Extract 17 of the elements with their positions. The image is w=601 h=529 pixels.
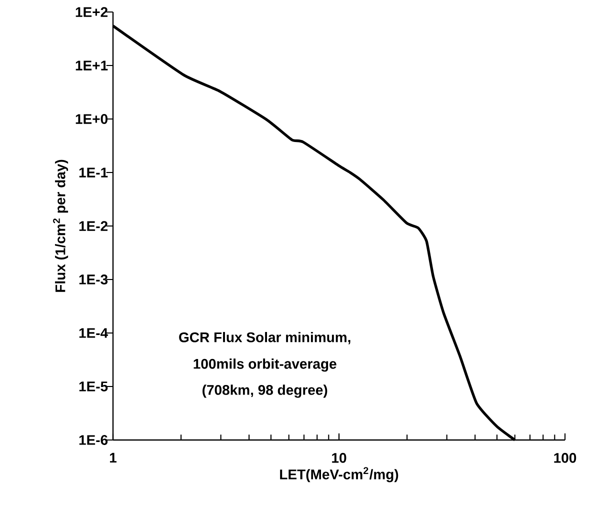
x-tick-label: 1 (110, 452, 116, 463)
y-tick-label: 1E+0 (76, 114, 108, 124)
annotation: GCR Flux Solar minimum, (179, 332, 350, 344)
y-tick-label: 1E-4 (79, 328, 108, 338)
y-tick-label: 1E-1 (79, 168, 108, 178)
y-tick-label: 1E-2 (79, 221, 108, 231)
y-tick-label: 1E+2 (76, 7, 108, 17)
annotation: (708km, 98 degree) (202, 384, 328, 398)
x-axis-title: LET(MeV-cm$^{2}$/mg) (280, 467, 398, 482)
y-tick-label: 1E+1 (76, 60, 108, 70)
y-tick-label: 1E-6 (79, 435, 108, 445)
x-tick-label: 100 (554, 452, 576, 463)
y-tick-label: 1E-5 (79, 382, 108, 392)
y-tick-label: 1E-3 (79, 274, 108, 284)
x-tick-label: 10 (332, 452, 346, 463)
y-axis-title: Flux (1/cm$^{2}$ per day) (53, 160, 68, 292)
annotation: 100mils orbit-average (194, 358, 336, 372)
